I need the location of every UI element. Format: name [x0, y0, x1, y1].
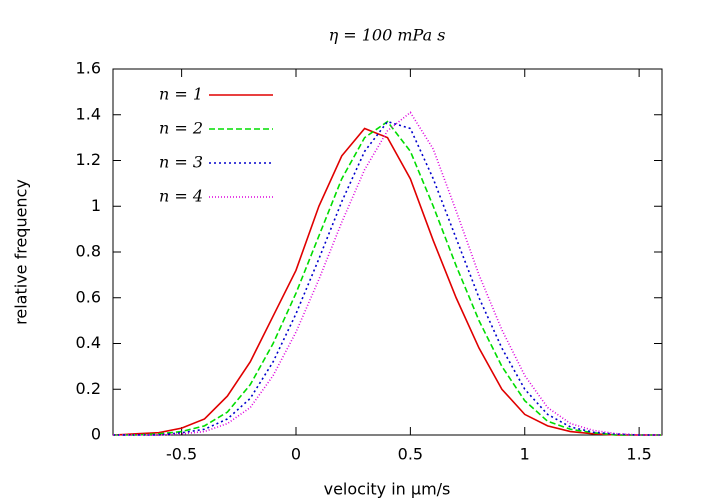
x-tick-label: 1 — [520, 445, 530, 464]
y-tick-label: 1.6 — [76, 59, 101, 78]
x-axis-label: velocity in μm/s — [324, 480, 451, 499]
chart-title: η = 100 mPa s — [329, 26, 446, 45]
legend-label: n = 4 — [159, 187, 203, 206]
y-tick-label: 0 — [91, 425, 101, 444]
data-line — [113, 120, 662, 436]
data-line — [113, 120, 662, 436]
legend-label: n = 2 — [159, 119, 203, 138]
y-tick-label: 0.8 — [76, 242, 101, 261]
y-tick-label: 1.2 — [76, 150, 101, 169]
x-tick-label: 1.5 — [626, 445, 651, 464]
y-tick-label: 1 — [91, 196, 101, 215]
y-tick-label: 1.4 — [76, 104, 101, 123]
y-tick-label: 0.2 — [76, 379, 101, 398]
x-tick-label: 0 — [291, 445, 301, 464]
y-tick-label: 0.6 — [76, 287, 101, 306]
legend-label: n = 1 — [159, 85, 203, 104]
y-axis-label: relative frequency — [12, 179, 31, 325]
data-line — [113, 111, 662, 436]
data-line — [112, 127, 662, 436]
y-tick-label: 0.4 — [76, 333, 101, 352]
x-tick-label: -0.5 — [166, 445, 197, 464]
legend-label: n = 3 — [159, 153, 203, 172]
x-tick-label: 0.5 — [398, 445, 423, 464]
